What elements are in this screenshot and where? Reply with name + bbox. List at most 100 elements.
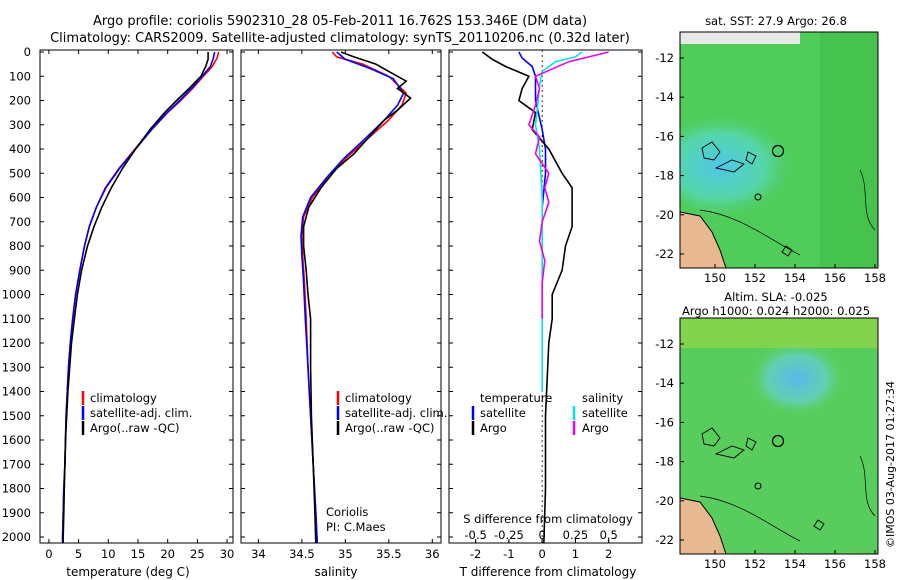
lat-tick-label: -12: [655, 337, 674, 351]
difference-top-label: S difference from climatology: [463, 512, 633, 526]
depth-tick-label: 800: [9, 239, 31, 253]
depth-tick-label: 1400: [2, 385, 31, 399]
sst-cool-patch: [680, 100, 830, 220]
depth-tick-label: 900: [9, 263, 31, 277]
legend-argo-label: Argo(..raw -QC): [90, 421, 180, 435]
salinity-xlabel: salinity: [314, 565, 357, 579]
legend-s-satellite-label: satellite: [582, 406, 628, 420]
x-tick-label: -2: [470, 547, 481, 561]
lat-tick-label: -18: [655, 455, 674, 469]
legend-climatology-label: climatology: [90, 391, 157, 405]
lat-tick-label: -16: [655, 415, 674, 429]
x-tick-label: 10: [101, 547, 116, 561]
legend-satellite-label: satellite-adj. clim.: [345, 406, 447, 420]
depth-tick-label: 1200: [2, 336, 31, 350]
legend-climatology-label: climatology: [345, 391, 412, 405]
depth-tick-label: 1500: [2, 409, 31, 423]
temperature-xlabel: temperature (deg C): [66, 565, 189, 579]
x-tick-label: 15: [131, 547, 146, 561]
lon-tick-label: 150: [704, 557, 726, 571]
sst-coastline: [680, 211, 727, 268]
sla-small-marker: [754, 482, 762, 490]
lon-tick-label: 158: [864, 271, 886, 285]
salinity-x-axis: 34 34.5 35 35.5 36: [251, 50, 440, 561]
lat-tick-label: -16: [655, 129, 674, 143]
sst-north-strip: [680, 32, 800, 44]
sla-reef-outline: [701, 427, 825, 531]
sla-map-title-line1: Altim. SLA: -0.025: [724, 290, 828, 304]
lat-tick-label: -12: [655, 51, 674, 65]
legend-t-argo-label: Argo: [480, 421, 507, 435]
top-scale-tick-label: -0.25: [494, 528, 524, 542]
x-tick-label: 35.5: [376, 547, 402, 561]
sst-map-frame: [679, 31, 879, 269]
float-pi-label: PI: C.Maes: [326, 520, 386, 534]
series-temperature-argo: [481, 51, 573, 543]
sla-warm-patch: [770, 500, 878, 554]
legend-t-satellite-label: satellite: [480, 406, 526, 420]
sla-map-title-line2: Argo h1000: 0.024 h2000: 0.025: [682, 304, 870, 318]
difference-panel-frame: [448, 49, 643, 544]
lat-tick-label: -22: [655, 247, 674, 261]
depth-tick-label: 1800: [2, 482, 31, 496]
sla-map-axes: -12 -14 -16 -18 -20 -22 150 152 154 156 158: [655, 337, 886, 571]
depth-tick-label: 1300: [2, 360, 31, 374]
temperature-panel-frame: [39, 49, 234, 544]
x-tick-label: 25: [190, 547, 205, 561]
depth-tick-label: 1600: [2, 433, 31, 447]
difference-legend: temperature satellite Argo salinity sate…: [471, 391, 628, 435]
series-argo-raw-qc-: [62, 52, 209, 543]
sst-land: [680, 212, 726, 268]
sst-float-marker: [771, 144, 785, 158]
sst-isobath: [699, 169, 876, 256]
sst-map-title: sat. SST: 27.9 Argo: 26.8: [705, 14, 847, 28]
top-scale-tick-label: 0.5: [600, 528, 618, 542]
sla-land: [680, 498, 726, 554]
sla-map: [680, 318, 878, 554]
x-tick-label: 35: [338, 547, 353, 561]
series-climatology: [61, 51, 220, 543]
figure-title-line2: Climatology: CARS2009. Satellite-adjuste…: [50, 31, 630, 46]
lon-tick-label: 158: [864, 557, 886, 571]
lat-tick-label: -18: [655, 169, 674, 183]
figure-title-line1: Argo profile: coriolis 5902310_28 05-Feb…: [93, 14, 587, 29]
difference-x-axis: -2 -1 0 1 2-0.5 -0.25 0 0.25 0.5: [464, 528, 617, 561]
float-source-label: Coriolis: [326, 505, 368, 519]
legend-s-argo-label: Argo: [582, 421, 609, 435]
depth-tick-label: 100: [9, 69, 31, 83]
difference-lines: [481, 50, 609, 543]
sla-isobath: [699, 455, 876, 542]
x-tick-label: 30: [220, 547, 235, 561]
sla-cool-patch: [720, 340, 860, 450]
sla-float-marker: [771, 434, 785, 448]
depth-tick-label: 200: [9, 94, 31, 108]
salinity-panel-frame: [240, 49, 442, 544]
lon-tick-label: 156: [824, 557, 846, 571]
depth-tick-label: 500: [9, 166, 31, 180]
depth-tick-label: 600: [9, 191, 31, 205]
sst-map-axes: -12 -14 -16 -18 -20 -22 150 152 154 156 158: [655, 51, 886, 285]
legend-satellite-label: satellite-adj. clim.: [90, 406, 192, 420]
depth-axis: 0 100 200 300 400 500 600 700 800 900 1000 1100 1200…: [2, 45, 642, 544]
lon-tick-label: 156: [824, 271, 846, 285]
x-tick-label: 2: [605, 547, 612, 561]
lat-tick-label: -20: [655, 208, 674, 222]
sst-map: [680, 32, 878, 268]
sst-small-marker: [754, 193, 762, 201]
x-tick-label: 34.5: [289, 547, 315, 561]
depth-tick-label: 400: [9, 142, 31, 156]
x-tick-label: 0: [539, 547, 546, 561]
series-satellite-adj-clim-: [300, 51, 405, 543]
x-tick-label: 20: [160, 547, 175, 561]
series-temperature-satellite: [518, 51, 547, 208]
depth-tick-label: 1900: [2, 506, 31, 520]
lon-tick-label: 154: [784, 557, 806, 571]
imos-timestamp: ©IMOS 03-Aug-2017 01:27:34: [884, 381, 897, 548]
lon-tick-label: 150: [704, 271, 726, 285]
lat-tick-label: -14: [655, 376, 674, 390]
sla-coastline: [680, 497, 727, 554]
lat-tick-label: -20: [655, 494, 674, 508]
sla-north-band: [680, 318, 878, 348]
series-argo-raw-qc-: [302, 51, 412, 543]
